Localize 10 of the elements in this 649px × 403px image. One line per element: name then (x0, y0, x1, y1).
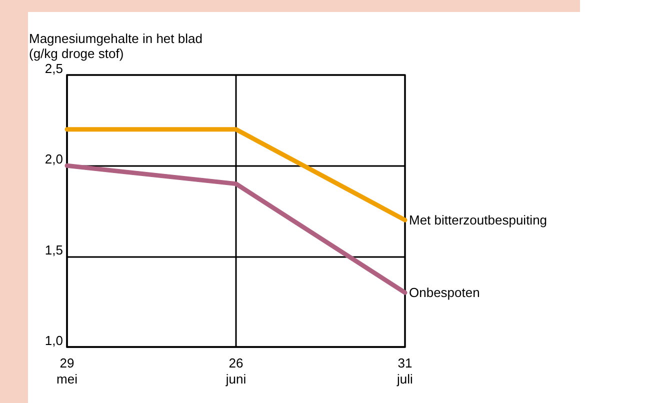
x-tick-label: 26 juni (224, 356, 246, 386)
y-axis-title: Magnesiumgehalte in het blad (g/kg droge stof) (29, 31, 202, 61)
y-tick-label: 1,5 (44, 242, 63, 258)
x-tick-label: 29 mei (56, 356, 78, 386)
y-tick-label: 2,5 (44, 61, 63, 76)
y-tick-label: 2,0 (44, 152, 63, 167)
y-tick-label: 1,0 (44, 333, 63, 348)
series-label: Met bitterzoutbespuiting (409, 212, 548, 228)
x-tick-label: 31 juli (396, 356, 414, 386)
series-label: Onbespoten (409, 285, 480, 300)
